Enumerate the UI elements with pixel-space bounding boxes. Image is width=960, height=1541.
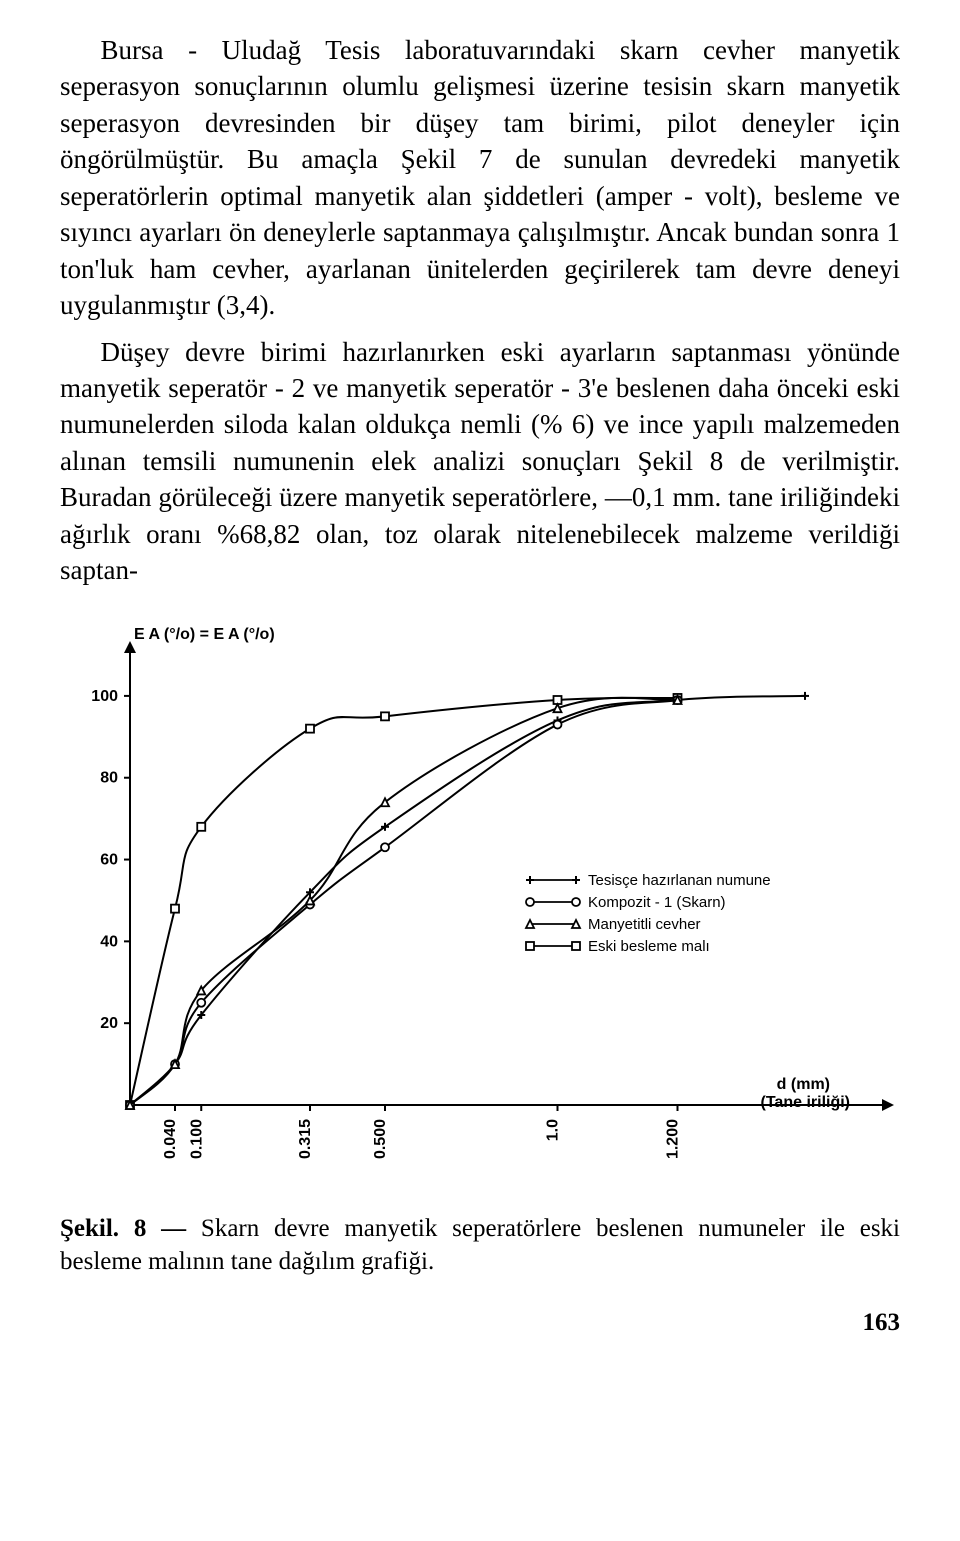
svg-text:0.040: 0.040	[162, 1118, 179, 1158]
svg-text:1.0: 1.0	[545, 1118, 562, 1140]
chart-skarn-besleme-dagilim: 20 40 60 80 100 0.040 0.100 0.315 0.500 1.0 1.200 E…	[60, 625, 900, 1190]
body-paragraph-2: Düşey devre birimi hazırlanırken eski ay…	[60, 334, 900, 589]
svg-text:Eski besleme malı: Eski besleme malı	[588, 938, 710, 955]
body-paragraph-1: Bursa - Uludağ Tesis laboratuvarındaki s…	[60, 32, 900, 324]
svg-text:Kompozit - 1 (Skarn): Kompozit - 1 (Skarn)	[588, 894, 726, 911]
figure-8-caption-lead: Şekil. 8 —	[60, 1215, 186, 1242]
svg-text:Tesisçe hazırlanan numune: Tesisçe hazırlanan numune	[588, 872, 771, 889]
svg-text:60: 60	[100, 851, 118, 868]
svg-text:1.200: 1.200	[665, 1118, 682, 1158]
chart-canvas: 20 40 60 80 100 0.040 0.100 0.315 0.500 1.0 1.200 E…	[60, 625, 900, 1185]
svg-text:0.500: 0.500	[372, 1118, 389, 1158]
svg-text:E A (°/o) = E A (°/o): E A (°/o) = E A (°/o)	[134, 626, 275, 643]
svg-text:0.100: 0.100	[188, 1118, 205, 1158]
figure-8-caption-rest: Skarn devre manyetik seperatörlere besle…	[60, 1215, 900, 1276]
svg-text:40: 40	[100, 933, 118, 950]
svg-text:d (mm): d (mm)	[777, 1076, 830, 1093]
svg-text:0.315: 0.315	[297, 1118, 314, 1158]
svg-text:20: 20	[100, 1015, 118, 1032]
figure-8-caption: Şekil. 8 — Skarn devre manyetik seperatö…	[60, 1212, 900, 1280]
svg-text:(Tane iriliği): (Tane iriliği)	[761, 1094, 850, 1111]
svg-text:80: 80	[100, 769, 118, 786]
page-number: 163	[60, 1309, 900, 1337]
svg-text:100: 100	[91, 687, 118, 704]
svg-text:Manyetitli cevher: Manyetitli cevher	[588, 916, 701, 933]
